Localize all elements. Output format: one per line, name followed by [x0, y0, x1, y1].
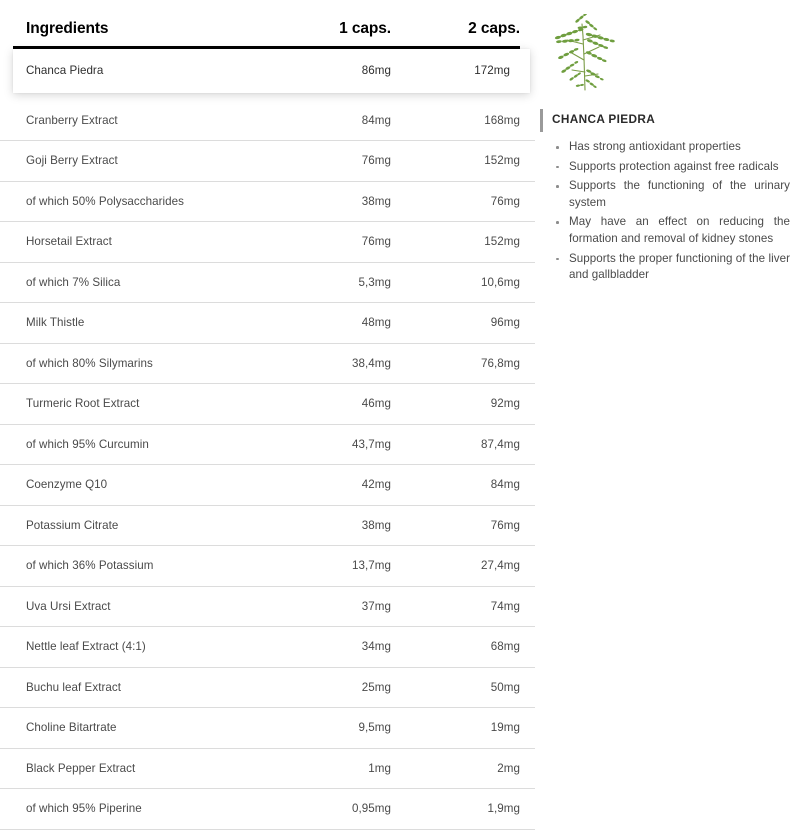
cell-amount-one-caps: 38,4mg	[352, 356, 391, 370]
cell-amount-one-caps: 76mg	[361, 235, 391, 249]
table-row[interactable]: of which 36% Potassium 13,7mg 27,4mg	[0, 546, 535, 587]
table-row[interactable]: Coenzyme Q10 42mg 84mg	[0, 465, 535, 506]
benefit-list-item: Supports the proper functioning of the l…	[552, 251, 790, 284]
cell-ingredient-name: Milk Thistle	[26, 316, 85, 330]
table-row[interactable]: Horsetail Extract 76mg 152mg	[0, 222, 535, 263]
cell-amount-two-caps: 172mg	[474, 64, 510, 77]
benefit-list-item: Supports protection against free radical…	[552, 159, 790, 176]
cell-amount-one-caps: 38mg	[361, 194, 391, 208]
table-header-row: Ingredients 1 caps. 2 caps.	[0, 10, 535, 46]
cell-amount-two-caps: 68mg	[490, 640, 520, 654]
cell-ingredient-name: Choline Bitartrate	[26, 721, 117, 735]
column-header-ingredients: Ingredients	[26, 20, 109, 37]
table-row[interactable]: Turmeric Root Extract 46mg 92mg	[0, 384, 535, 425]
table-row[interactable]: Choline Bitartrate 9,5mg 19mg	[0, 708, 535, 749]
cell-ingredient-name: Chanca Piedra	[26, 64, 104, 77]
table-row[interactable]: Nettle leaf Extract (4:1) 34mg 68mg	[0, 627, 535, 668]
column-header-two-caps: 2 caps.	[468, 20, 520, 37]
cell-amount-one-caps: 43,7mg	[352, 437, 391, 451]
table-row[interactable]: Goji Berry Extract 76mg 152mg	[0, 141, 535, 182]
cell-amount-one-caps: 76mg	[361, 154, 391, 168]
cell-amount-two-caps: 84mg	[490, 478, 520, 492]
table-row[interactable]: Black Pepper Extract 1mg 2mg	[0, 749, 535, 789]
cell-amount-two-caps: 27,4mg	[481, 559, 520, 573]
cell-amount-two-caps: 87,4mg	[481, 437, 520, 451]
cell-ingredient-name: Goji Berry Extract	[26, 154, 118, 168]
cell-ingredient-name: of which 50% Polysaccharides	[26, 194, 184, 208]
cell-amount-two-caps: 19mg	[490, 721, 520, 735]
cell-amount-two-caps: 10,6mg	[481, 275, 520, 289]
cell-ingredient-name: of which 36% Potassium	[26, 559, 154, 573]
cell-amount-two-caps: 76,8mg	[481, 356, 520, 370]
cell-amount-two-caps: 152mg	[484, 235, 520, 249]
cell-amount-one-caps: 34mg	[361, 640, 391, 654]
table-row[interactable]: Buchu leaf Extract 25mg 50mg	[0, 668, 535, 708]
cell-ingredient-name: of which 95% Piperine	[26, 802, 142, 816]
benefit-list-item: Supports the functioning of the urinary …	[552, 178, 790, 211]
table-row[interactable]: Cranberry Extract 84mg 168mg	[0, 101, 535, 141]
cell-amount-one-caps: 0,95mg	[352, 802, 391, 816]
cell-amount-one-caps: 48mg	[361, 316, 391, 330]
table-header-divider	[13, 46, 520, 49]
cell-ingredient-name: of which 80% Silymarins	[26, 356, 153, 370]
benefits-list: Has strong antioxidant properties Support…	[540, 139, 790, 284]
cell-amount-two-caps: 2mg	[497, 761, 520, 775]
cell-ingredient-name: Coenzyme Q10	[26, 478, 108, 492]
accent-bar	[540, 109, 543, 132]
cell-amount-one-caps: 42mg	[361, 478, 391, 492]
chanca-piedra-plant-icon	[542, 14, 628, 94]
cell-amount-one-caps: 1mg	[368, 761, 391, 775]
cell-ingredient-name: of which 95% Curcumin	[26, 437, 149, 451]
cell-amount-one-caps: 86mg	[361, 64, 391, 77]
cell-ingredient-name: Turmeric Root Extract	[26, 397, 140, 411]
cell-amount-one-caps: 37mg	[361, 599, 391, 613]
sidebar-title-block: CHANCA PIEDRA	[540, 108, 790, 132]
table-body: Chanca Piedra 86mg 172mg Cranberry Extract 8…	[0, 48, 535, 830]
cell-amount-one-caps: 46mg	[361, 397, 391, 411]
cell-amount-one-caps: 25mg	[361, 680, 391, 694]
cell-amount-two-caps: 50mg	[490, 680, 520, 694]
table-row-highlighted[interactable]: Chanca Piedra 86mg 172mg	[13, 48, 530, 93]
table-row[interactable]: of which 95% Curcumin 43,7mg 87,4mg	[0, 425, 535, 465]
cell-amount-two-caps: 76mg	[490, 518, 520, 532]
cell-ingredient-name: Uva Ursi Extract	[26, 599, 111, 613]
cell-amount-one-caps: 5,3mg	[358, 275, 391, 289]
cell-ingredient-name: Nettle leaf Extract (4:1)	[26, 640, 146, 654]
cell-ingredient-name: Potassium Citrate	[26, 518, 119, 532]
ingredient-detail-sidebar: CHANCA PIEDRA Has strong antioxidant pro…	[540, 0, 802, 834]
cell-amount-two-caps: 92mg	[490, 397, 520, 411]
table-row[interactable]: Milk Thistle 48mg 96mg	[0, 303, 535, 344]
table-row[interactable]: Potassium Citrate 38mg 76mg	[0, 506, 535, 546]
cell-ingredient-name: Buchu leaf Extract	[26, 680, 121, 694]
cell-amount-one-caps: 84mg	[361, 113, 391, 127]
table-row[interactable]: Uva Ursi Extract 37mg 74mg	[0, 587, 535, 627]
table-row[interactable]: of which 80% Silymarins 38,4mg 76,8mg	[0, 344, 535, 384]
cell-amount-two-caps: 74mg	[490, 599, 520, 613]
cell-amount-one-caps: 38mg	[361, 518, 391, 532]
cell-amount-two-caps: 168mg	[484, 113, 520, 127]
table-row[interactable]: of which 7% Silica 5,3mg 10,6mg	[0, 263, 535, 303]
cell-amount-two-caps: 96mg	[490, 316, 520, 330]
cell-ingredient-name: Cranberry Extract	[26, 113, 118, 127]
cell-amount-two-caps: 76mg	[490, 194, 520, 208]
column-header-one-caps: 1 caps.	[339, 20, 391, 37]
cell-amount-one-caps: 9,5mg	[358, 721, 391, 735]
benefit-list-item: Has strong antioxidant properties	[552, 139, 790, 156]
cell-ingredient-name: Horsetail Extract	[26, 235, 112, 249]
cell-ingredient-name: Black Pepper Extract	[26, 761, 136, 775]
benefit-list-item: May have an effect on reducing the forma…	[552, 214, 790, 247]
table-row[interactable]: of which 95% Piperine 0,95mg 1,9mg	[0, 789, 535, 830]
table-row[interactable]: of which 50% Polysaccharides 38mg 76mg	[0, 182, 535, 222]
cell-amount-one-caps: 13,7mg	[352, 559, 391, 573]
cell-amount-two-caps: 1,9mg	[487, 802, 520, 816]
cell-amount-two-caps: 152mg	[484, 154, 520, 168]
sidebar-title: CHANCA PIEDRA	[552, 112, 656, 126]
ingredients-table-panel: Ingredients 1 caps. 2 caps. Chanca Piedr…	[0, 10, 535, 830]
card-spacer	[0, 93, 535, 101]
cell-ingredient-name: of which 7% Silica	[26, 275, 121, 289]
